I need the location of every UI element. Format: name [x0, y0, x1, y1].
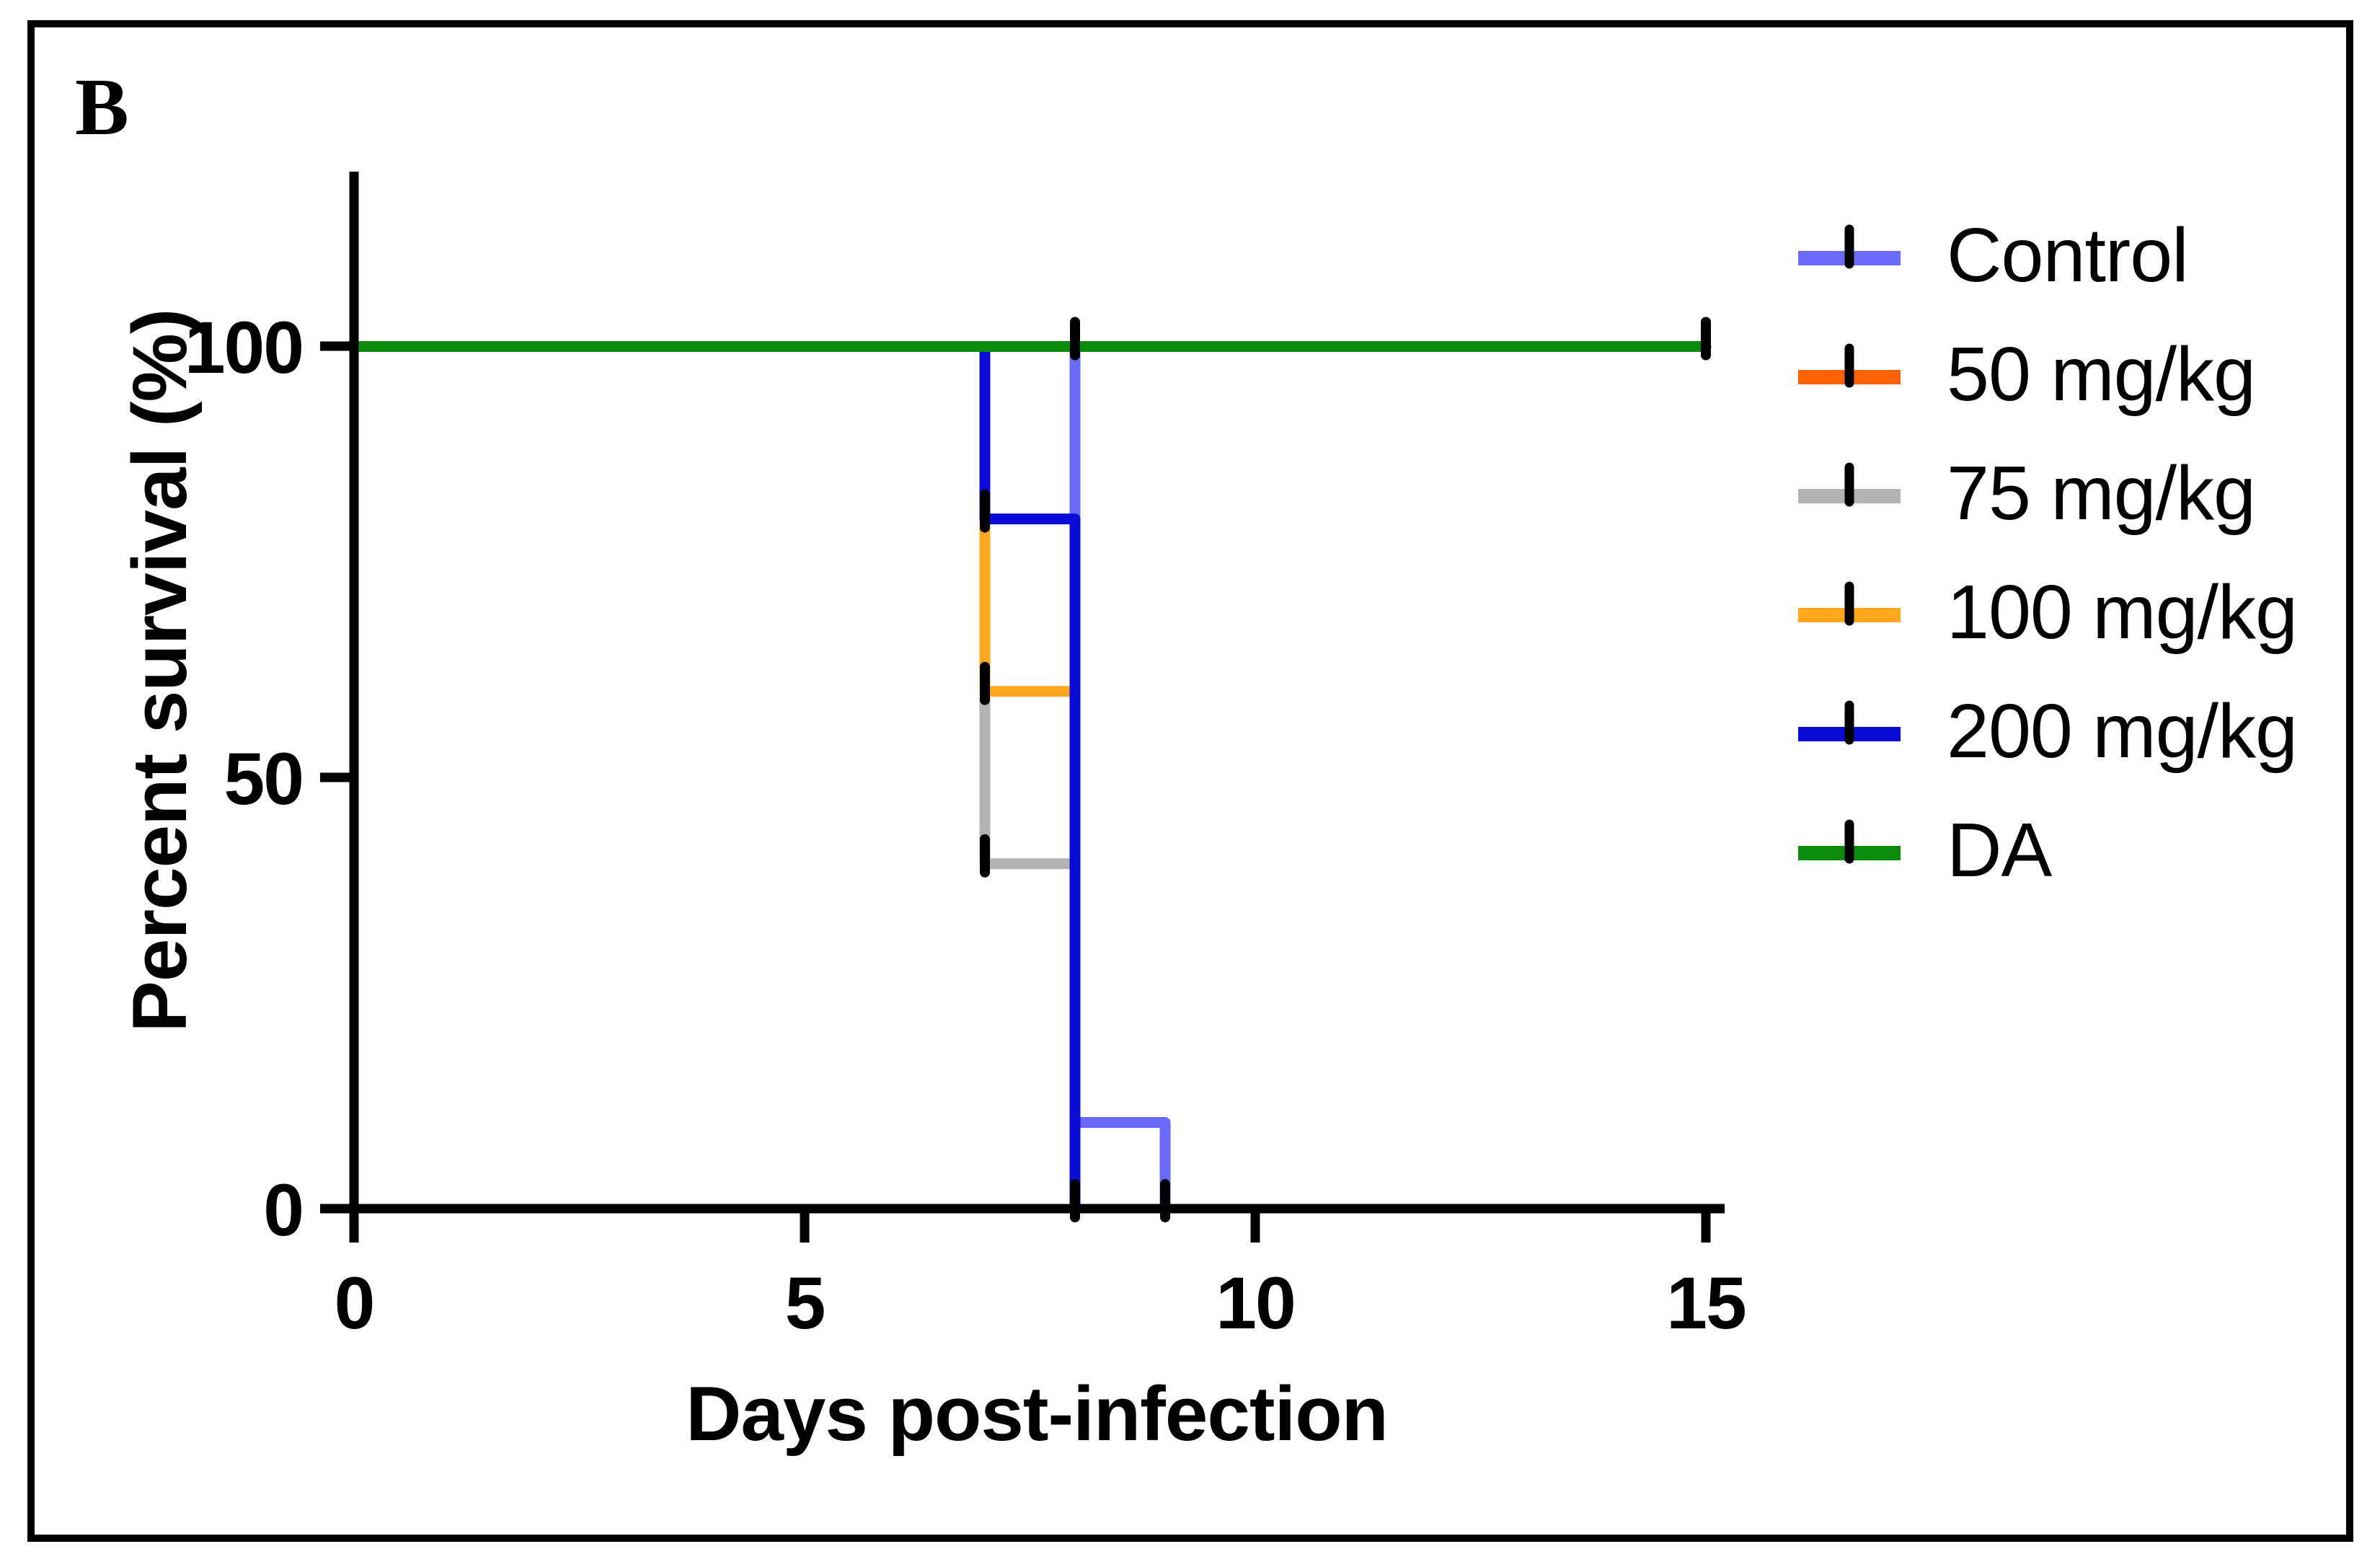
y-tick-label-0: 0 — [263, 1169, 303, 1251]
panel-border — [27, 20, 2353, 1542]
event-marks — [980, 317, 1711, 1222]
axes — [320, 172, 1725, 1243]
panel-label: B — [75, 63, 129, 152]
legend-label-200mgkg: 200 mg/kg — [1947, 689, 2297, 774]
legend-label-100mgkg: 100 mg/kg — [1947, 570, 2297, 655]
legend-label-da: DA — [1947, 808, 2053, 893]
series-line-control — [348, 341, 1171, 1214]
x-tick-label-0: 0 — [335, 1262, 374, 1344]
series-line-50mgkg — [348, 341, 1081, 1214]
legend-label-50mgkg: 50 mg/kg — [1947, 332, 2255, 417]
tick-labels: 0 5 10 15 100 50 0 — [185, 306, 1747, 1344]
x-axis-title: Days post-infection — [686, 1370, 1388, 1457]
x-tick-label-5: 5 — [785, 1262, 825, 1344]
legend: Control 50 mg/kg 75 mg/kg 100 mg/kg 200 … — [1798, 213, 2298, 893]
legend-label-75mgkg: 75 mg/kg — [1947, 451, 2255, 536]
legend-item-100mgkg: 100 mg/kg — [1798, 570, 2298, 655]
legend-label-control: Control — [1947, 213, 2188, 298]
legend-item-50mgkg: 50 mg/kg — [1798, 332, 2256, 417]
series-line-75mgkg — [348, 341, 1081, 1214]
x-tick-label-15: 15 — [1666, 1262, 1745, 1344]
legend-item-75mgkg: 75 mg/kg — [1798, 451, 2256, 536]
x-tick-label-10: 10 — [1216, 1262, 1294, 1344]
y-axis-title: Percent survival (%) — [116, 309, 203, 1033]
legend-item-control: Control — [1798, 213, 2189, 298]
series-lines — [348, 341, 1712, 1214]
series-line-200mgkg — [348, 341, 1081, 1214]
legend-item-200mgkg: 200 mg/kg — [1798, 689, 2298, 774]
y-tick-label-50: 50 — [224, 738, 303, 820]
series-line-100mgkg — [348, 341, 1081, 1214]
legend-item-da: DA — [1798, 808, 2053, 893]
y-tick-label-100: 100 — [185, 306, 303, 389]
